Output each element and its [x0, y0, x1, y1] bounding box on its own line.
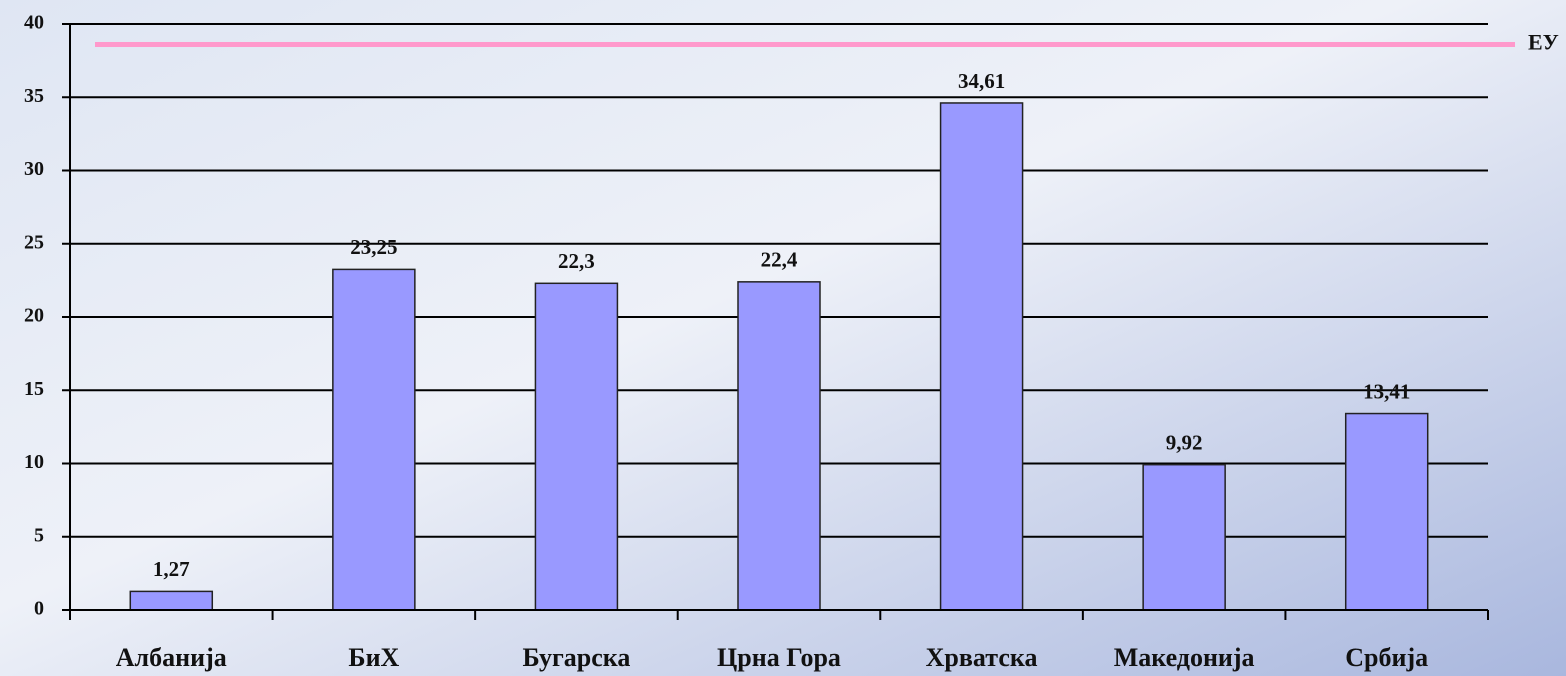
- y-tick-label: 10: [24, 451, 44, 473]
- x-tick-label: Хрватска: [926, 643, 1038, 672]
- bar: [1142, 463, 1226, 611]
- bar: [129, 590, 214, 611]
- data-label: 1,27: [153, 557, 190, 581]
- y-tick-label: 35: [24, 85, 44, 107]
- bar: [534, 282, 619, 611]
- x-tick-label: Србија: [1345, 643, 1428, 672]
- x-tick-label: Албанија: [116, 643, 227, 672]
- reference-label: ЕУ: [1528, 30, 1559, 55]
- x-tick-label: Македонија: [1114, 643, 1255, 672]
- data-label: 9,92: [1166, 430, 1203, 454]
- bar: [332, 268, 416, 611]
- y-tick-label: 40: [24, 12, 44, 34]
- x-tick-label: Црна Гора: [717, 643, 841, 672]
- data-label: 23,25: [350, 235, 397, 259]
- y-tick-label: 15: [24, 378, 44, 400]
- data-label: 22,4: [761, 248, 798, 272]
- data-label: 34,61: [958, 69, 1005, 93]
- y-tick-label: 0: [34, 598, 44, 620]
- y-tick-label: 20: [24, 305, 44, 327]
- data-label: 13,41: [1363, 379, 1410, 403]
- bar: [1344, 412, 1429, 611]
- x-tick-label: БиХ: [348, 643, 399, 672]
- x-tick-label: Бугарска: [522, 643, 630, 672]
- bar: [939, 102, 1024, 611]
- bar: [737, 281, 821, 611]
- y-tick-label: 5: [34, 524, 44, 546]
- y-tick-label: 25: [24, 231, 44, 253]
- data-label: 22,3: [558, 249, 595, 273]
- y-tick-label: 30: [24, 158, 44, 180]
